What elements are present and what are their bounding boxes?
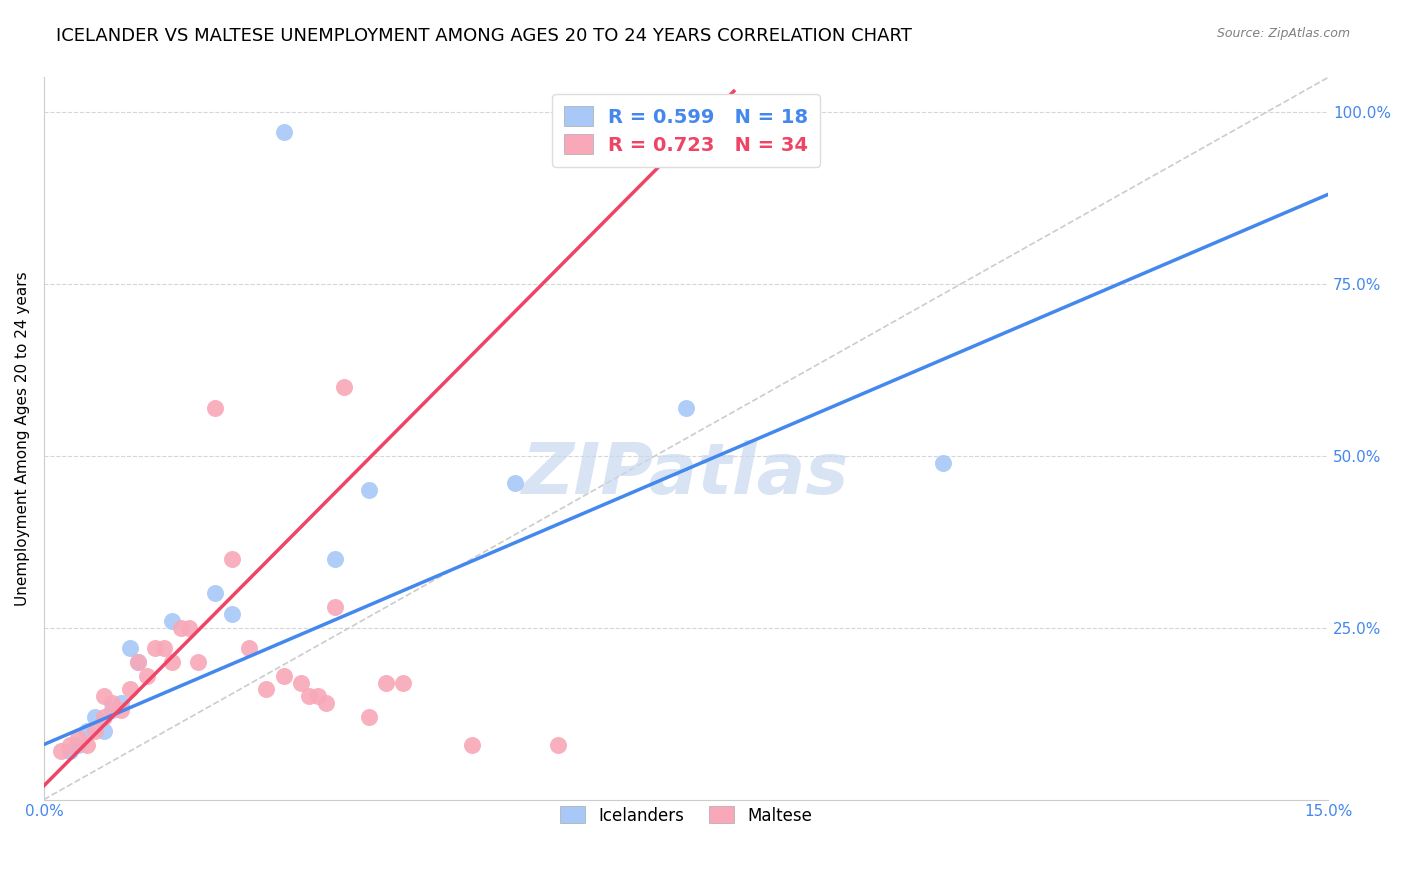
Point [58, 738, 80, 752]
Point [221, 607, 243, 621]
Point [93, 710, 115, 724]
Point [67, 731, 90, 745]
Point [290, 675, 312, 690]
Point [547, 738, 569, 752]
Point [359, 710, 381, 724]
Point [323, 551, 346, 566]
Point [67, 738, 90, 752]
Point [49, 744, 72, 758]
Point [221, 551, 243, 566]
Point [359, 483, 381, 497]
Point [84, 710, 107, 724]
Point [315, 696, 337, 710]
Point [127, 655, 149, 669]
Point [127, 655, 149, 669]
Point [162, 614, 184, 628]
Point [332, 380, 354, 394]
Point [273, 125, 295, 139]
Point [76, 738, 98, 752]
Point [675, 401, 697, 415]
Point [392, 675, 415, 690]
Point [179, 621, 201, 635]
Point [110, 696, 132, 710]
Point [323, 599, 346, 614]
Point [101, 703, 124, 717]
Text: ICELANDER VS MALTESE UNEMPLOYMENT AMONG AGES 20 TO 24 YEARS CORRELATION CHART: ICELANDER VS MALTESE UNEMPLOYMENT AMONG … [56, 27, 912, 45]
Point [152, 641, 174, 656]
Point [238, 641, 260, 656]
Point [461, 738, 484, 752]
Y-axis label: Unemployment Among Ages 20 to 24 years: Unemployment Among Ages 20 to 24 years [15, 271, 30, 606]
Point [375, 675, 398, 690]
Point [256, 682, 278, 697]
Point [93, 690, 115, 704]
Point [110, 703, 132, 717]
Point [93, 723, 115, 738]
Point [76, 723, 98, 738]
Point [101, 696, 124, 710]
Point [118, 641, 141, 656]
Point [170, 621, 193, 635]
Point [204, 586, 226, 600]
Text: Source: ZipAtlas.com: Source: ZipAtlas.com [1216, 27, 1350, 40]
Point [58, 744, 80, 758]
Point [143, 641, 166, 656]
Point [307, 690, 329, 704]
Point [162, 655, 184, 669]
Point [273, 669, 295, 683]
Point [84, 723, 107, 738]
Point [187, 655, 209, 669]
Point [503, 476, 526, 491]
Legend: Icelanders, Maltese: Icelanders, Maltese [550, 797, 823, 835]
Text: ZIPatlas: ZIPatlas [522, 440, 849, 509]
Point [135, 669, 157, 683]
Point [932, 456, 955, 470]
Point [298, 690, 321, 704]
Point [204, 401, 226, 415]
Point [118, 682, 141, 697]
